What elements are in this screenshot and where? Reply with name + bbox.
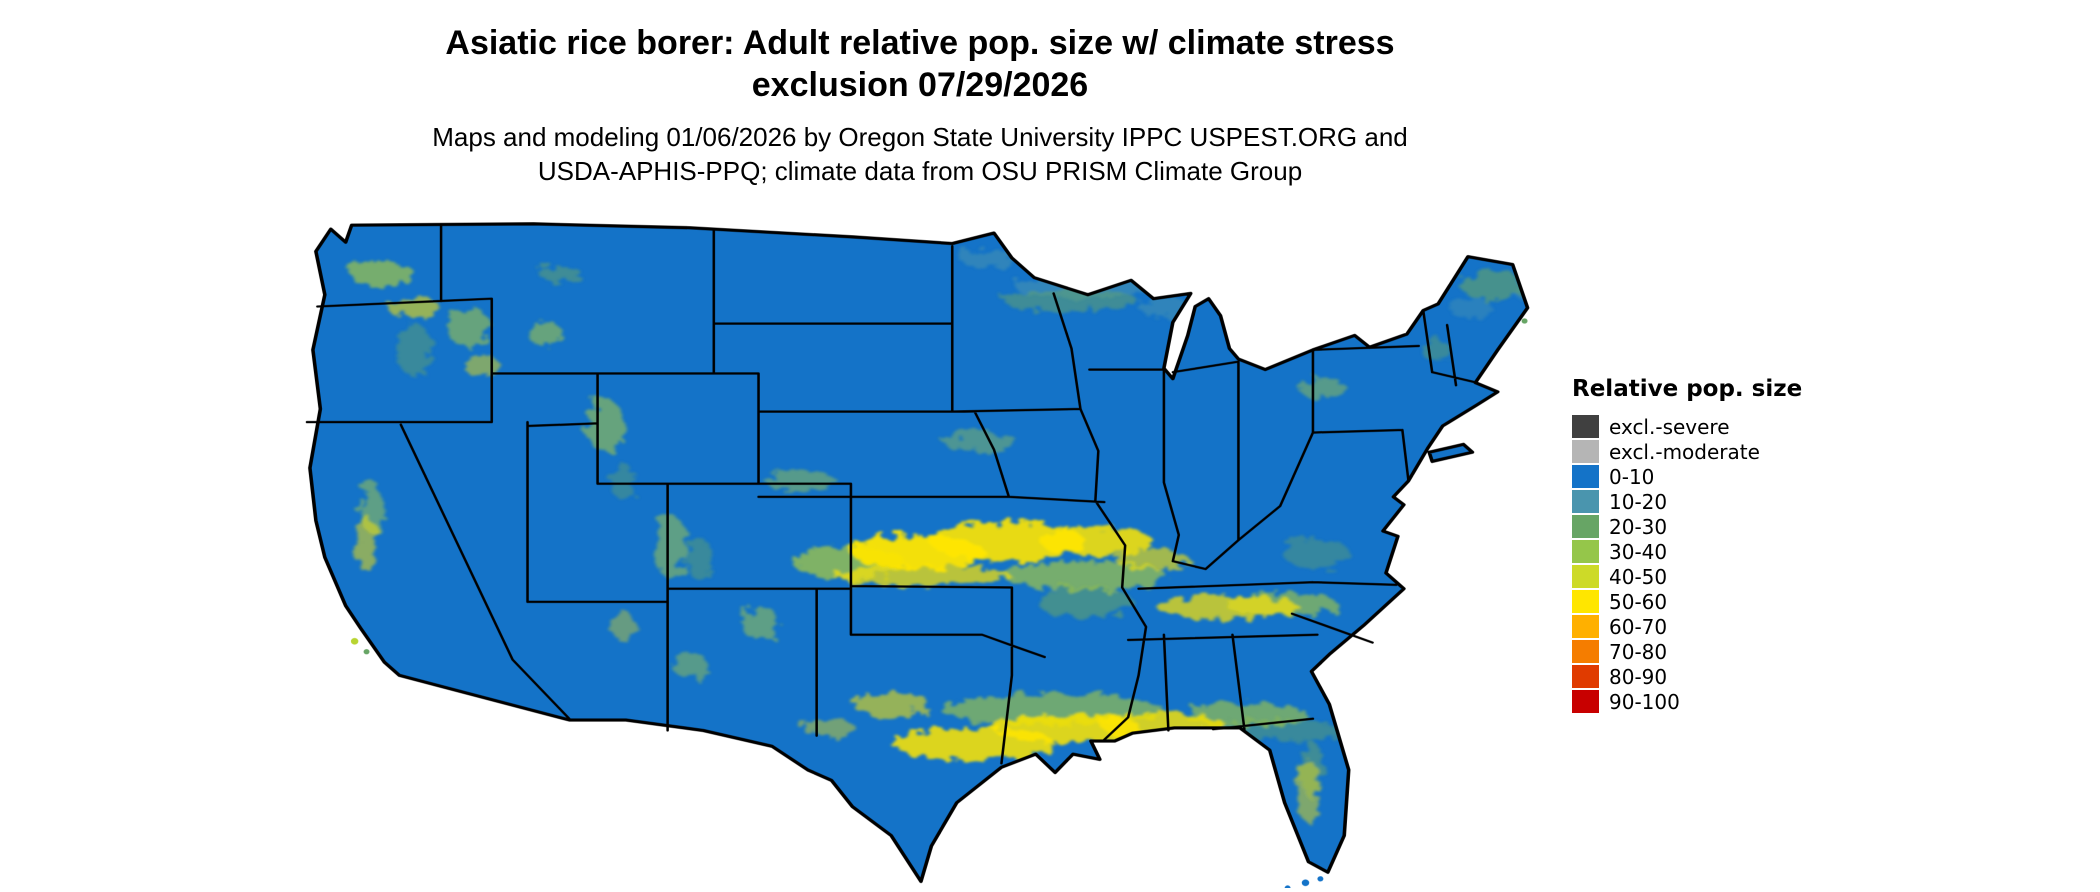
- legend: Relative pop. size excl.-severe excl.-mo…: [1572, 376, 1802, 714]
- legend-item: 10-20: [1572, 489, 1802, 514]
- legend-swatch: [1572, 615, 1599, 638]
- legend-item-label: 0-10: [1609, 464, 1655, 489]
- legend-item-label: 70-80: [1609, 639, 1668, 664]
- population-patches: [348, 250, 1528, 823]
- offshore-specks: [350, 318, 1528, 888]
- legend-swatch-rect: [1572, 540, 1599, 563]
- legend-item-label: excl.-severe: [1609, 414, 1730, 439]
- legend-item: 50-60: [1572, 589, 1802, 614]
- legend-swatch: [1572, 440, 1599, 463]
- legend-swatch: [1572, 465, 1599, 488]
- legend-swatch: [1572, 640, 1599, 663]
- us-map-svg: [305, 222, 1530, 888]
- legend-item-label: 80-90: [1609, 664, 1668, 689]
- legend-item: 20-30: [1572, 514, 1802, 539]
- legend-swatch-rect: [1572, 490, 1599, 513]
- legend-item: 30-40: [1572, 539, 1802, 564]
- legend-item: 60-70: [1572, 614, 1802, 639]
- legend-item: excl.-severe: [1572, 414, 1802, 439]
- legend-swatch: [1572, 565, 1599, 588]
- title-line-2: exclusion 07/29/2026: [751, 66, 1089, 104]
- legend-item: 90-100: [1572, 689, 1802, 714]
- legend-swatch-rect: [1572, 615, 1599, 638]
- legend-title: Relative pop. size: [1572, 376, 1803, 402]
- legend-item: 0-10: [1572, 464, 1802, 489]
- legend-item-label: 50-60: [1609, 589, 1668, 614]
- legend-swatch: [1572, 665, 1599, 688]
- legend-swatch: [1572, 590, 1599, 613]
- state-borders: [305, 224, 1479, 765]
- legend-swatch: [1572, 540, 1599, 563]
- legend-item-label: 30-40: [1609, 539, 1668, 564]
- page-title: Asiatic rice borer: Adult relative pop. …: [0, 22, 1840, 106]
- legend-swatch: [1572, 690, 1599, 713]
- legend-item: excl.-moderate: [1572, 439, 1802, 464]
- legend-swatch-rect: [1572, 665, 1599, 688]
- legend-swatch: [1572, 490, 1599, 513]
- legend-item: 80-90: [1572, 664, 1802, 689]
- legend-item-label: excl.-moderate: [1609, 439, 1760, 464]
- legend-item: 40-50: [1572, 564, 1802, 589]
- legend-item-label: 40-50: [1609, 564, 1668, 589]
- legend-item-label: 10-20: [1609, 489, 1668, 514]
- legend-swatch-rect: [1572, 465, 1599, 488]
- title-line-1: Asiatic rice borer: Adult relative pop. …: [445, 24, 1395, 62]
- us-map: [295, 212, 1535, 888]
- legend-swatch-rect: [1572, 565, 1599, 588]
- legend-swatch-rect: [1572, 415, 1599, 438]
- legend-swatch-rect: [1572, 515, 1599, 538]
- attribution-line-1: Maps and modeling 01/06/2026 by Oregon S…: [432, 122, 1408, 152]
- legend-swatch: [1572, 515, 1599, 538]
- legend-swatch-rect: [1572, 690, 1599, 713]
- attribution-line-2: USDA-APHIS-PPQ; climate data from OSU PR…: [537, 156, 1303, 186]
- legend-item: 70-80: [1572, 639, 1802, 664]
- legend-swatch-rect: [1572, 640, 1599, 663]
- legend-item-label: 20-30: [1609, 514, 1668, 539]
- legend-item-label: 90-100: [1609, 689, 1680, 714]
- legend-swatch-rect: [1572, 440, 1599, 463]
- legend-swatch: [1572, 415, 1599, 438]
- map-attribution: Maps and modeling 01/06/2026 by Oregon S…: [0, 120, 1840, 188]
- legend-swatch-rect: [1572, 590, 1599, 613]
- legend-item-label: 60-70: [1609, 614, 1668, 639]
